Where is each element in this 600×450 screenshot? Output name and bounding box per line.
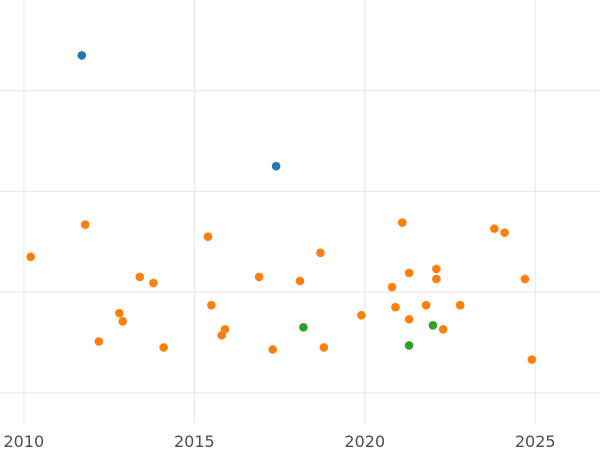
data-point-s1-12 [254,272,264,282]
data-point-s1-14 [295,276,305,286]
x-axis-tick-labels: 2010 2015 2020 2025 [4,432,556,450]
data-point-s1-21 [404,268,414,278]
x-tick-label-2010: 2010 [4,432,45,450]
data-point-s1-3 [115,308,124,318]
data-point-s1-8 [203,232,213,241]
data-point-s1-15 [316,248,325,258]
data-point-s2-0 [299,323,308,332]
data-point-s1-11 [220,325,230,334]
data-point-s1-24 [432,264,441,274]
data-point-s1-5 [135,272,145,282]
data-point-s1-27 [455,300,465,310]
horizontal-gridlines [0,90,600,394]
data-point-s1-22 [404,314,414,324]
data-point-s1-29 [500,228,509,237]
vertical-gridlines [23,0,536,423]
data-point-s0-1 [271,161,281,171]
data-point-s1-7 [159,343,168,352]
x-tick-label-2020: 2020 [344,432,385,450]
data-point-s2-2 [428,321,438,330]
data-point-s1-2 [94,337,104,346]
data-point-s1-6 [149,278,158,288]
data-points [26,51,537,364]
data-point-s2-1 [404,341,414,350]
data-point-s1-1 [80,220,90,229]
data-point-s1-31 [527,355,537,364]
data-point-s1-30 [520,274,530,284]
data-point-s1-20 [397,218,407,227]
x-tick-label-2015: 2015 [174,432,215,450]
data-point-s1-28 [490,224,499,233]
data-point-s0-0 [77,51,87,60]
data-point-s1-18 [387,282,397,292]
data-point-s1-13 [268,345,278,354]
data-point-s1-4 [118,316,128,326]
data-point-s1-26 [438,325,448,334]
data-point-s1-23 [421,300,431,310]
data-point-s1-16 [319,343,329,352]
data-point-s1-0 [26,252,35,262]
data-point-s1-25 [432,274,441,284]
x-tick-label-2025: 2025 [515,432,556,450]
data-point-s1-17 [357,310,366,320]
data-point-s1-9 [207,300,216,310]
data-point-s1-19 [391,302,400,312]
